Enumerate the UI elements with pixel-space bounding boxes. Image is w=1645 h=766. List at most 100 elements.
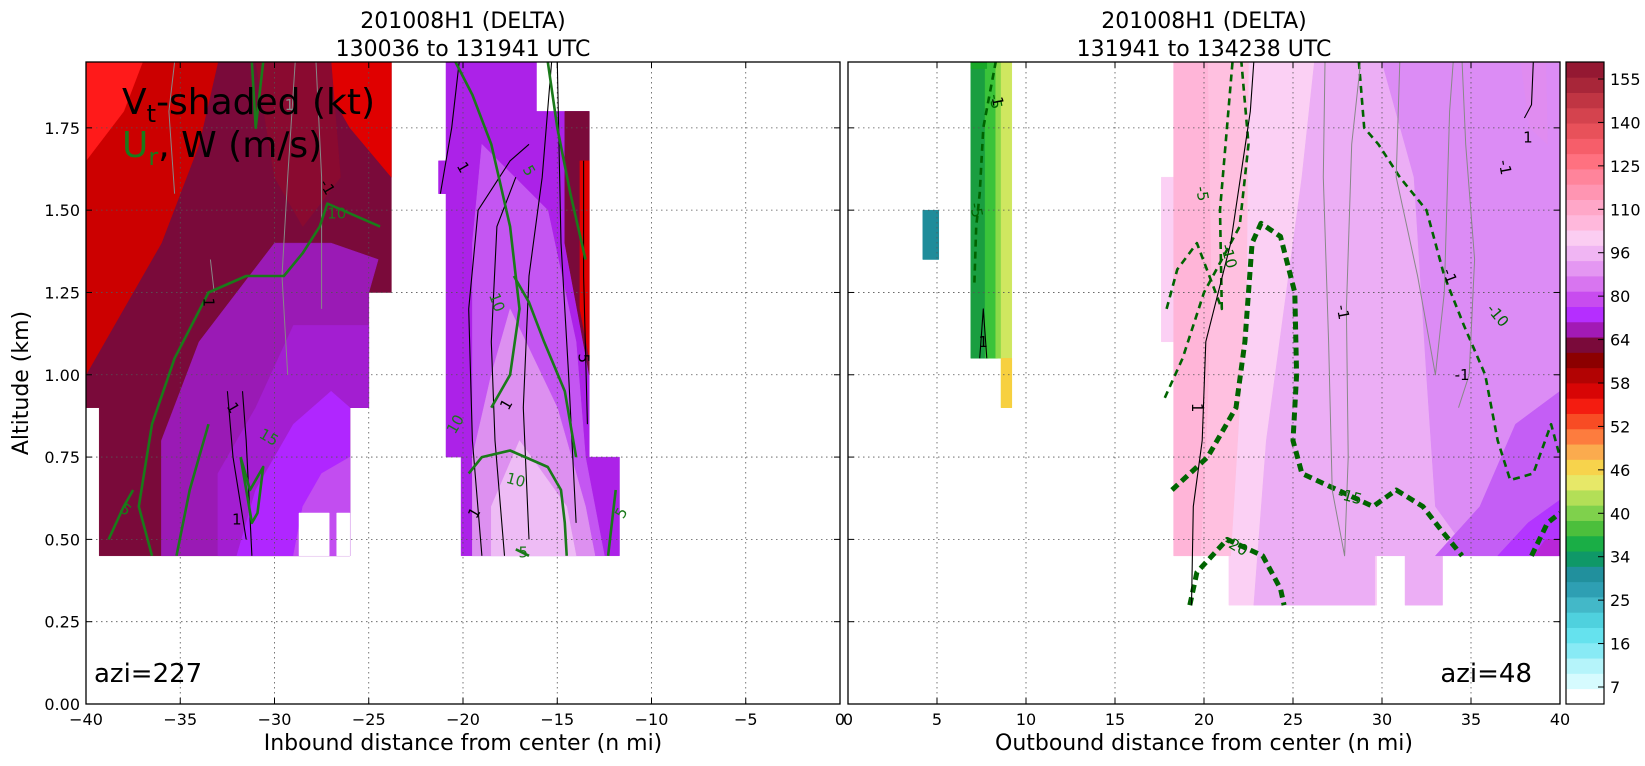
left-contour-line-6 — [439, 62, 460, 194]
colorbar-label-12: 25 — [1610, 591, 1630, 610]
colorbar-label-5: 80 — [1610, 287, 1630, 306]
colorbar-segment-10 — [1566, 535, 1604, 552]
right-ticks: 0 5 10 15 20 25 30 35 40 — [843, 62, 1570, 729]
colorbar-segment-41 — [1566, 62, 1604, 78]
colorbar-label-3: 110 — [1610, 200, 1641, 219]
right-contour-line-4 — [1170, 220, 1465, 558]
left-x-tick-label-6: −10 — [635, 710, 669, 729]
legend-vt-sub: t — [147, 100, 156, 128]
right-shaded-region-14 — [970, 62, 988, 69]
colorbar-segment-37 — [1566, 123, 1604, 139]
right-contour-label-14: 1 — [988, 95, 1007, 108]
right-shaded-region-8 — [1520, 62, 1548, 145]
colorbar-label-11: 34 — [1610, 548, 1630, 567]
colorbar-label-9: 46 — [1610, 461, 1630, 480]
left-contour-line-3 — [490, 177, 517, 556]
legend-ur-main: U — [122, 125, 148, 166]
right-contour-line-1 — [1163, 62, 1250, 399]
colorbar-label-4: 96 — [1610, 244, 1630, 263]
left-contour-label-1: 10 — [327, 204, 346, 222]
left-contour-line-17 — [454, 62, 521, 409]
left-y-tick-label-2: 0.50 — [44, 530, 80, 549]
left-contour-line-8 — [281, 62, 296, 375]
right-x-tick-label-4: 20 — [1194, 710, 1214, 729]
left-azimuth-annotation: azi=227 — [94, 659, 202, 689]
left-contour-line-10 — [168, 62, 176, 194]
left-x-tick-label-2: −30 — [258, 710, 292, 729]
colorbar-segment-39 — [1566, 92, 1604, 109]
colorbar-segment-5 — [1566, 612, 1604, 628]
right-title-line1: 201008H1 (DELTA) — [1101, 9, 1307, 34]
left-ticks: −40 −35 −30 −25 −20 −15 −10 −5 0 0.00 0.25 0.50 0.75… — [44, 62, 845, 729]
left-contour-line-4 — [522, 62, 553, 540]
left-x-tick-label-5: −15 — [540, 710, 574, 729]
right-azimuth-annotation: azi=48 — [1440, 659, 1532, 689]
colorbar-segment-18 — [1566, 413, 1604, 430]
left-contour-label-15: 5 — [575, 354, 593, 364]
left-contour-label-6: 1 — [199, 298, 217, 308]
left-x-tick-label-3: −25 — [352, 710, 386, 729]
colorbar-segment-4 — [1566, 627, 1604, 644]
colorbar-segment-19 — [1566, 398, 1604, 414]
colorbar-segment-35 — [1566, 153, 1604, 170]
colorbar-segment-30 — [1566, 230, 1604, 246]
right-contour-line-3 — [1187, 536, 1287, 606]
colorbar-segment-6 — [1566, 597, 1604, 613]
colorbar-label-2: 125 — [1610, 157, 1641, 176]
right-contour-label-5: -5 — [966, 201, 986, 219]
right-contour-line-2 — [1357, 62, 1560, 482]
left-y-tick-label-5: 1.25 — [44, 283, 80, 302]
left-shaded-region-14 — [491, 440, 577, 557]
colorbar-segment-25 — [1566, 306, 1604, 323]
left-contour-label-17: 5 — [519, 544, 529, 562]
colorbar-segment-26 — [1566, 291, 1604, 307]
left-contour-line-11 — [209, 259, 215, 293]
right-contour-label-12: -1 — [1455, 366, 1470, 384]
legend-ur-rest: , W (m/s) — [158, 125, 322, 166]
colorbar-segment-0 — [1566, 688, 1604, 705]
left-title-line1: 201008H1 (DELTA) — [360, 9, 566, 34]
right-contour-line-9 — [979, 308, 988, 359]
right-contour-label-0: -5 — [1192, 185, 1212, 203]
left-y-tick-label-7: 1.75 — [44, 119, 80, 138]
colorbar-segment-9 — [1566, 551, 1604, 567]
left-contour-line-7 — [583, 160, 588, 425]
right-title-line2: 131941 to 134238 UTC — [1077, 37, 1332, 62]
left-x-tick-label-0: −40 — [69, 710, 103, 729]
y-axis-label: Altitude (km) — [9, 311, 34, 455]
colorbar-segment-31 — [1566, 214, 1604, 231]
right-x-tick-label-5: 25 — [1283, 710, 1303, 729]
right-contour-label-1: -10 — [1217, 242, 1241, 270]
right-contour-line-11 — [1395, 62, 1454, 376]
right-contour-line-0 — [1165, 62, 1234, 311]
right-contour-label-6: -5 — [986, 93, 1006, 111]
left-contour-line-22 — [515, 548, 530, 557]
legend-line-ur: Ur, W (m/s) — [122, 125, 322, 171]
right-contour-label-10: -1 — [1333, 303, 1353, 321]
colorbar-segment-23 — [1566, 337, 1604, 353]
colorbar-segment-2 — [1566, 658, 1604, 674]
left-shaded-region-9 — [298, 512, 330, 557]
colorbar-segment-20 — [1566, 383, 1604, 399]
legend-block: Vt-shaded (kt) Ur, W (m/s) — [122, 82, 375, 171]
colorbar-label-1: 140 — [1610, 113, 1641, 132]
legend-vt-rest: -shaded (kt) — [156, 82, 375, 123]
left-title-line2: 130036 to 131941 UTC — [336, 37, 591, 62]
left-contour-line-9 — [315, 62, 323, 309]
right-shaded-region-12 — [1000, 62, 1013, 408]
colorbar-label-14: 7 — [1610, 678, 1620, 697]
right-x-tick-label-7: 35 — [1461, 710, 1481, 729]
colorbar-segment-21 — [1566, 367, 1604, 384]
right-x-tick-label-6: 30 — [1372, 710, 1392, 729]
left-contour-line-19 — [467, 449, 568, 556]
right-contour-label-8: 1 — [979, 333, 989, 351]
colorbar-segment-16 — [1566, 444, 1604, 460]
colorbar-segment-29 — [1566, 245, 1604, 262]
colorbar-segment-17 — [1566, 428, 1604, 445]
left-contour-line-18 — [512, 275, 578, 458]
right-shaded-region-7 — [1532, 539, 1560, 557]
left-shaded-region-2 — [86, 62, 143, 162]
colorbar-segment-8 — [1566, 566, 1604, 583]
left-contour-line-14 — [239, 456, 265, 525]
